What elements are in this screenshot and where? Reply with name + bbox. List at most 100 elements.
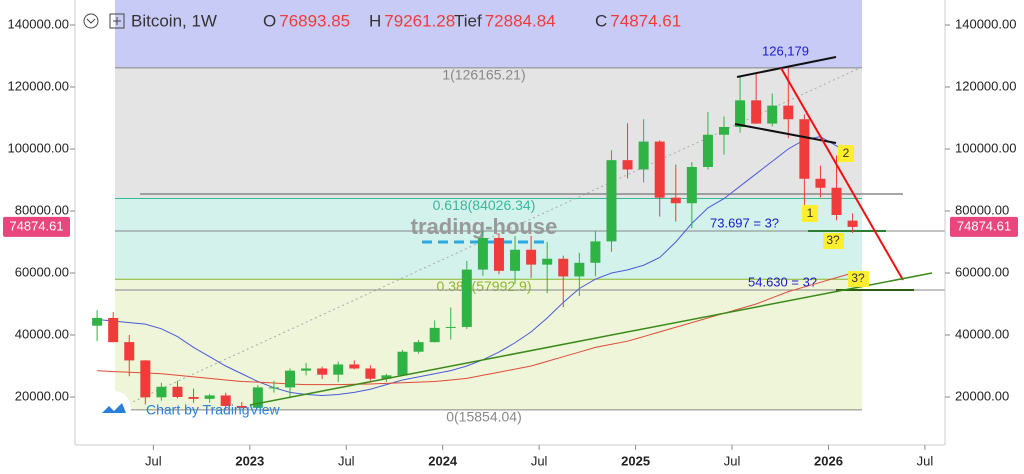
candle-body bbox=[558, 258, 569, 277]
price-label: 74874.61 bbox=[957, 218, 1011, 233]
price-box bbox=[950, 216, 1018, 237]
candle-body bbox=[140, 360, 151, 398]
price-box bbox=[3, 216, 70, 237]
candle-body bbox=[767, 105, 778, 124]
candle-body bbox=[735, 100, 746, 127]
fib-label: 1(126165.21) bbox=[442, 67, 525, 83]
candle-body bbox=[92, 317, 103, 326]
ohlc-value: 74874.61 bbox=[610, 11, 681, 30]
candle-body bbox=[204, 395, 215, 399]
fib-label: 0.618(84026.34) bbox=[433, 197, 536, 213]
annotation-box bbox=[823, 233, 844, 249]
ohlc-label: C bbox=[595, 11, 607, 30]
candle-body bbox=[172, 386, 183, 397]
fib-zone bbox=[115, 279, 862, 410]
candle-body bbox=[349, 364, 360, 369]
trend-line bbox=[736, 56, 837, 78]
y-tick-label: 40000.00 bbox=[955, 326, 1009, 341]
fib-zone bbox=[115, 0, 862, 68]
logo bbox=[97, 391, 131, 425]
annotation: 54.630 = 3? bbox=[748, 274, 817, 289]
candle-body bbox=[365, 368, 376, 379]
candle-body bbox=[317, 368, 328, 375]
candle-body bbox=[188, 396, 199, 399]
y-tick-label: 80000.00 bbox=[15, 202, 69, 217]
ohlc-value: 72884.84 bbox=[485, 11, 556, 30]
candle-body bbox=[638, 141, 649, 170]
candle-body bbox=[413, 342, 424, 352]
symbol: Bitcoin, 1W bbox=[131, 11, 217, 30]
candle-body bbox=[783, 105, 794, 120]
x-tick-label: Jul bbox=[145, 453, 162, 468]
y-tick-label: 120000.00 bbox=[8, 78, 69, 93]
y-tick-label: 20000.00 bbox=[15, 388, 69, 403]
x-tick-label: 2023 bbox=[235, 453, 264, 468]
x-tick-label: Jul bbox=[531, 453, 548, 468]
candle-body bbox=[285, 370, 295, 388]
candle-body bbox=[574, 262, 585, 277]
ohlc-label: H bbox=[369, 11, 381, 30]
candle-body bbox=[252, 387, 263, 408]
credit[interactable]: Chart by TradingView bbox=[146, 402, 280, 418]
candle-body bbox=[815, 178, 826, 188]
candle-body bbox=[236, 405, 247, 408]
y-tick-label: 140000.00 bbox=[955, 16, 1016, 31]
y-tick-label: 100000.00 bbox=[955, 140, 1016, 155]
candle-body bbox=[670, 197, 681, 204]
logo bbox=[102, 403, 126, 413]
candle-body bbox=[477, 237, 488, 270]
trend-line bbox=[780, 67, 904, 281]
annotation: 126,179 bbox=[762, 43, 809, 58]
candle-body bbox=[445, 326, 456, 328]
y-tick-label: 140000.00 bbox=[8, 16, 69, 31]
ohlc-value: 79261.28 bbox=[384, 11, 455, 30]
annotation: 2 bbox=[843, 146, 850, 160]
ohlc-label: Tief bbox=[454, 11, 482, 30]
candle-body bbox=[268, 387, 279, 389]
candle-body bbox=[719, 126, 729, 135]
candle-body bbox=[381, 375, 392, 379]
candle-body bbox=[542, 258, 553, 265]
drawings bbox=[114, 66, 945, 411]
candle-body bbox=[526, 249, 537, 265]
candle-body bbox=[686, 166, 697, 204]
annotation-box bbox=[802, 205, 818, 222]
x-tick-label: 2024 bbox=[428, 453, 458, 468]
candle-body bbox=[108, 317, 119, 343]
candle-body bbox=[590, 241, 601, 263]
candle-body bbox=[654, 141, 665, 198]
candle-body bbox=[606, 160, 617, 242]
x-tick-label: Jul bbox=[917, 453, 934, 468]
candle-body bbox=[702, 134, 713, 167]
icon[interactable] bbox=[83, 13, 99, 29]
x-tick-label: 2025 bbox=[621, 453, 650, 468]
fib-trend-line bbox=[114, 66, 863, 411]
annotation-box bbox=[838, 145, 854, 162]
candle-body bbox=[751, 100, 762, 124]
fib-zone bbox=[115, 67, 862, 199]
x-tick-label: 2026 bbox=[814, 453, 843, 468]
drawings bbox=[249, 56, 933, 406]
candle-body bbox=[333, 364, 344, 375]
annotation: 3? bbox=[851, 271, 865, 285]
candle-body bbox=[220, 395, 231, 406]
candle-body bbox=[493, 237, 504, 271]
icon[interactable] bbox=[109, 13, 125, 29]
annotation: 3? bbox=[826, 233, 840, 247]
ohlc-label: O bbox=[263, 11, 276, 30]
candle-body bbox=[461, 269, 472, 327]
candle-body bbox=[622, 160, 633, 170]
y-tick-label: 80000.00 bbox=[955, 202, 1009, 217]
y-tick-label: 20000.00 bbox=[955, 388, 1009, 403]
y-tick-label: 40000.00 bbox=[15, 326, 69, 341]
moving-average bbox=[97, 136, 853, 396]
candle-body bbox=[301, 368, 312, 371]
ohlc-value: 76893.85 bbox=[279, 11, 350, 30]
y-tick-label: 120000.00 bbox=[955, 78, 1016, 93]
y-tick-label: 60000.00 bbox=[955, 264, 1009, 279]
x-tick-label: Jul bbox=[724, 453, 741, 468]
fib-label: 0(15854.04) bbox=[446, 409, 522, 425]
candle-body bbox=[847, 220, 858, 227]
